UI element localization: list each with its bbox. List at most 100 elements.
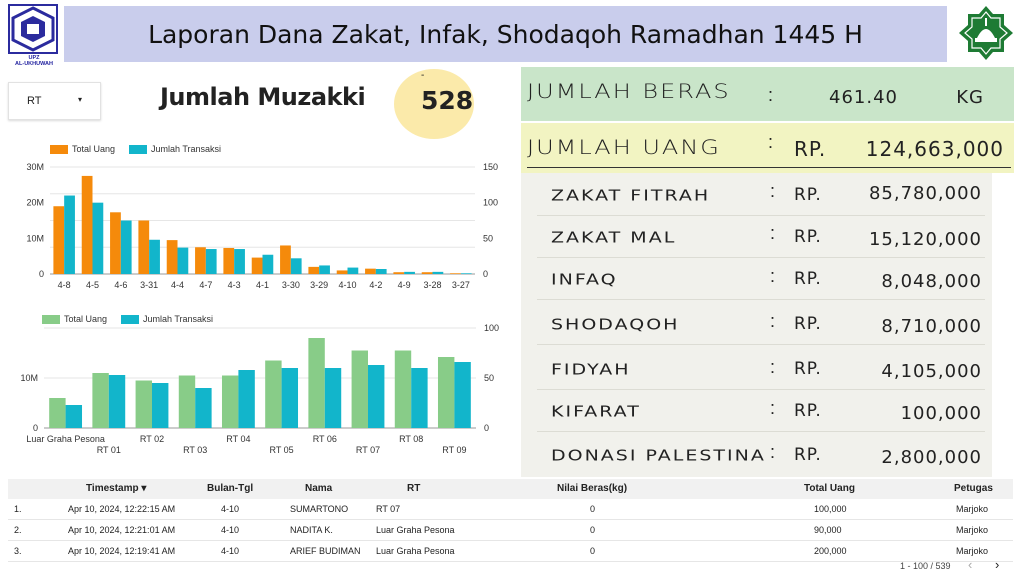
- bar-total-uang: [223, 247, 235, 274]
- breakdown-label: Donasi Palestina: [551, 447, 766, 465]
- cell-no: 2.: [14, 525, 22, 535]
- breakdown-colon: :: [770, 398, 776, 418]
- col-header-timestamp[interactable]: Timestamp ▾: [86, 483, 146, 494]
- cell-bulan-tgl: 4-10: [221, 525, 240, 535]
- table-row[interactable]: 3. Apr 10, 2024, 12:19:41 AM 4-10 ARIEF BUD…: [8, 541, 1013, 562]
- y-tick-left: 0: [33, 423, 38, 433]
- bar-total-uang: [92, 373, 109, 428]
- breakdown-value: 8,048,000: [881, 271, 982, 292]
- cell-petugas: Marjoko: [956, 525, 989, 535]
- chevron-left-icon[interactable]: ‹: [968, 557, 973, 572]
- upz-logo: UPZ AL-UKHUWAH: [8, 4, 58, 67]
- x-tick-label: 4-9: [398, 280, 411, 290]
- y-tick-right: 0: [483, 269, 488, 279]
- bar-jumlah-transaksi: [454, 362, 471, 428]
- breakdown-value: 15,120,000: [868, 229, 982, 250]
- y-tick-right: 0: [484, 423, 489, 433]
- bar-jumlah-transaksi: [92, 202, 104, 274]
- x-tick-label: 4-10: [338, 280, 356, 290]
- breakdown-divider: [537, 299, 985, 300]
- cell-nama: NADITA K.: [290, 525, 333, 535]
- uang-value: 124,663,000: [865, 137, 1004, 161]
- breakdown-value: 100,000: [900, 403, 982, 424]
- bar-total-uang: [394, 350, 412, 428]
- y-tick-right: 100: [484, 323, 499, 333]
- col-header-petugas[interactable]: Petugas: [954, 483, 993, 494]
- cell-no: 1.: [14, 504, 22, 514]
- col-header-rt[interactable]: RT: [407, 483, 421, 494]
- breakdown-panel-bg: [521, 173, 992, 477]
- pagination-label: 1 - 100 / 539: [900, 561, 951, 571]
- breakdown-currency: RP.: [794, 269, 822, 289]
- chevron-right-icon[interactable]: ›: [995, 557, 1000, 572]
- breakdown-colon: :: [770, 357, 776, 377]
- table-row[interactable]: 1. Apr 10, 2024, 12:22:15 AM 4-10 SUMARTONO…: [8, 499, 1013, 520]
- breakdown-value: 8,710,000: [881, 316, 982, 337]
- breakdown-value: 4,105,000: [881, 361, 982, 382]
- y-tick-left: 0: [39, 269, 44, 279]
- beras-colon: :: [768, 85, 774, 105]
- muzakki-delta: -: [421, 70, 425, 81]
- bar-total-uang: [138, 220, 150, 274]
- upz-logo-icon: [8, 4, 58, 54]
- bar-total-uang: [221, 375, 239, 428]
- bar-total-uang: [166, 240, 178, 274]
- muzakki-count: 528: [421, 86, 474, 115]
- breakdown-colon: :: [770, 266, 776, 286]
- breakdown-divider: [537, 431, 985, 432]
- table-row[interactable]: 2. Apr 10, 2024, 12:21:01 AM 4-10 NADITA K.…: [8, 520, 1013, 541]
- breakdown-label: Kifarat: [551, 403, 641, 421]
- col-header-total-uang[interactable]: Total Uang: [804, 483, 855, 494]
- cell-nilai-beras: 0: [590, 546, 596, 556]
- breakdown-label: Shodaqoh: [551, 316, 680, 334]
- cell-petugas: Marjoko: [956, 546, 989, 556]
- bar-jumlah-transaksi: [195, 388, 212, 428]
- bar-jumlah-transaksi: [281, 368, 299, 428]
- breakdown-currency: RP.: [794, 445, 822, 465]
- beras-summary-bg: [521, 67, 1014, 121]
- legend-label-jumlah-transaksi: Jumlah Transaksi: [143, 314, 214, 324]
- chevron-down-icon: ▾: [77, 95, 82, 104]
- x-tick-label: 3-29: [310, 280, 328, 290]
- legend-swatch-total-uang: [42, 314, 60, 324]
- breakdown-value: 85,780,000: [868, 183, 982, 204]
- bar-total-uang: [393, 272, 405, 274]
- cell-rt: Luar Graha Pesona: [376, 525, 455, 535]
- cell-total-uang: 100,000: [814, 504, 847, 514]
- bar-jumlah-transaksi: [432, 271, 444, 274]
- breakdown-label: Infaq: [551, 271, 618, 289]
- bar-total-uang: [135, 380, 152, 428]
- breakdown-value: 2,800,000: [881, 447, 982, 468]
- y-tick-left: 30M: [26, 162, 44, 172]
- bar-jumlah-transaksi: [404, 271, 415, 274]
- breakdown-currency: RP.: [794, 314, 822, 334]
- breakdown-colon: :: [770, 442, 776, 462]
- legend-swatch-jumlah-transaksi: [121, 314, 140, 324]
- beras-unit: KG: [956, 87, 984, 108]
- page-title: Laporan Dana Zakat, Infak, Shodaqoh Rama…: [64, 6, 947, 62]
- bar-jumlah-transaksi: [205, 249, 217, 274]
- bar-jumlah-transaksi: [238, 370, 255, 428]
- y-tick-left: 10M: [26, 233, 44, 243]
- bar-total-uang: [365, 268, 376, 274]
- col-header-nilai-beras[interactable]: Nilai Beras(kg): [557, 483, 628, 494]
- beras-value: 461.40: [829, 87, 898, 108]
- bar-jumlah-transaksi: [234, 249, 245, 274]
- rt-filter-dropdown[interactable]: RT ▾: [8, 82, 101, 120]
- x-tick-label: 4-7: [199, 280, 212, 290]
- x-tick-label: RT 01: [97, 445, 121, 455]
- x-tick-label: 3-28: [423, 280, 441, 290]
- x-tick-label: 3-31: [140, 280, 158, 290]
- x-tick-label: RT 09: [442, 445, 466, 455]
- bar-total-uang: [437, 357, 455, 428]
- bar-total-uang: [110, 212, 121, 274]
- cell-bulan-tgl: 4-10: [221, 546, 240, 556]
- x-tick-label: RT 08: [399, 434, 423, 444]
- x-tick-label: Luar Graha Pesona: [26, 434, 105, 444]
- cell-rt: RT 07: [376, 504, 401, 514]
- col-header-nama[interactable]: Nama: [305, 483, 333, 494]
- col-header-bulan-tgl[interactable]: Bulan-Tgl: [207, 483, 254, 494]
- uang-underline: [527, 167, 1011, 168]
- breakdown-colon: :: [770, 181, 776, 201]
